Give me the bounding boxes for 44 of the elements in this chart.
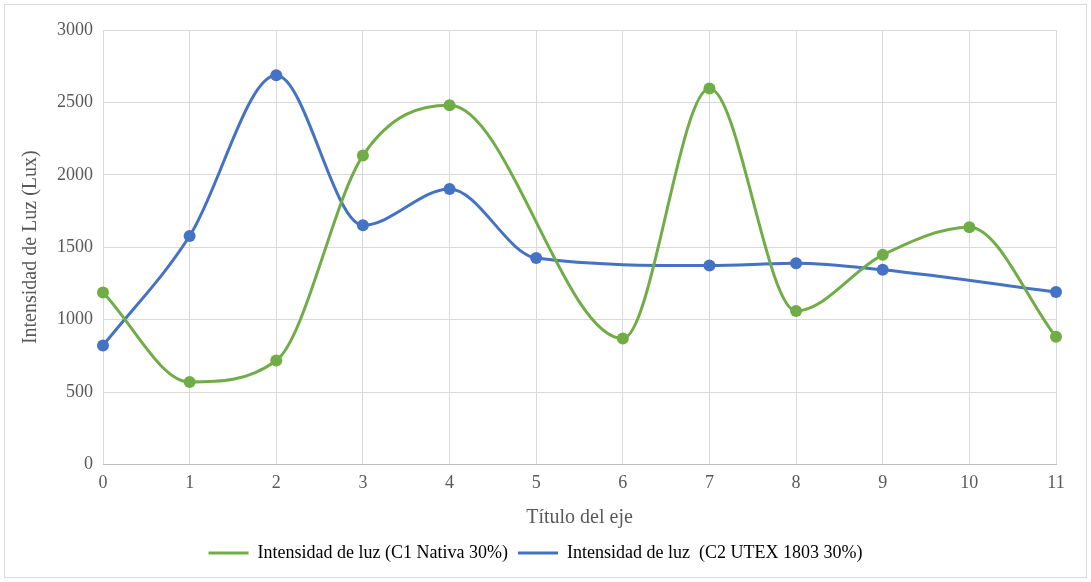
point <box>876 263 889 276</box>
point <box>790 304 803 317</box>
point <box>963 221 976 234</box>
y-tick-label: 2000 <box>57 163 93 184</box>
x-tick-label: 10 <box>960 471 979 492</box>
x-tick-label: 3 <box>358 471 368 492</box>
point <box>270 69 283 82</box>
x-tick-label: 8 <box>791 471 801 492</box>
legend-label: Intensidad de luz (C1 Nativa 30%) <box>257 541 509 563</box>
x-tick-label: 4 <box>445 471 455 492</box>
y-tick-label: 500 <box>66 380 93 401</box>
point <box>1050 286 1062 299</box>
x-tick-label: 5 <box>531 471 541 492</box>
x-tick-label: 7 <box>704 471 714 492</box>
y-tick-label: 0 <box>84 453 93 474</box>
point <box>183 230 196 243</box>
y-tick-label: 3000 <box>57 18 93 39</box>
point <box>876 248 889 261</box>
point <box>270 354 283 367</box>
point <box>443 182 456 195</box>
x-tick-label: 1 <box>185 471 195 492</box>
point <box>356 219 369 232</box>
x-tick-label: 9 <box>878 471 888 492</box>
y-axis-title: Intensidad de Luz (Lux) <box>18 150 42 345</box>
x-tick-label: 2 <box>271 471 281 492</box>
point <box>790 257 803 270</box>
point <box>97 339 109 352</box>
point <box>616 332 629 345</box>
legend-label: Intensidad de luz (C2 UTEX 1803 30%) <box>567 541 863 563</box>
y-tick-label: 2500 <box>57 91 93 112</box>
point <box>356 149 369 162</box>
point <box>1050 330 1062 343</box>
point <box>183 376 196 389</box>
y-tick-label: 1000 <box>57 308 93 329</box>
x-tick-label: 11 <box>1047 471 1065 492</box>
point <box>443 99 456 112</box>
x-tick-label: 6 <box>618 471 628 492</box>
x-tick-label: 0 <box>98 471 108 492</box>
point <box>530 252 543 265</box>
x-axis-title: Título del eje <box>526 505 633 529</box>
point <box>703 259 716 272</box>
point <box>97 286 109 299</box>
y-tick-label: 1500 <box>57 235 93 256</box>
point <box>703 82 716 95</box>
